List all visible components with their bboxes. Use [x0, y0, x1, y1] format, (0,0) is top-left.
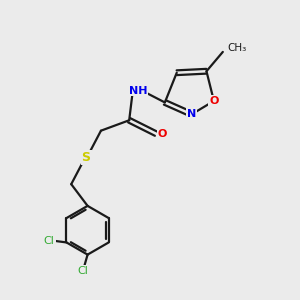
- Text: S: S: [82, 151, 91, 164]
- Text: CH₃: CH₃: [227, 44, 247, 53]
- Text: O: O: [158, 129, 167, 139]
- Text: Cl: Cl: [44, 236, 55, 246]
- Text: NH: NH: [129, 85, 147, 96]
- Text: Cl: Cl: [78, 266, 88, 276]
- Text: O: O: [209, 96, 219, 106]
- Text: N: N: [187, 109, 196, 119]
